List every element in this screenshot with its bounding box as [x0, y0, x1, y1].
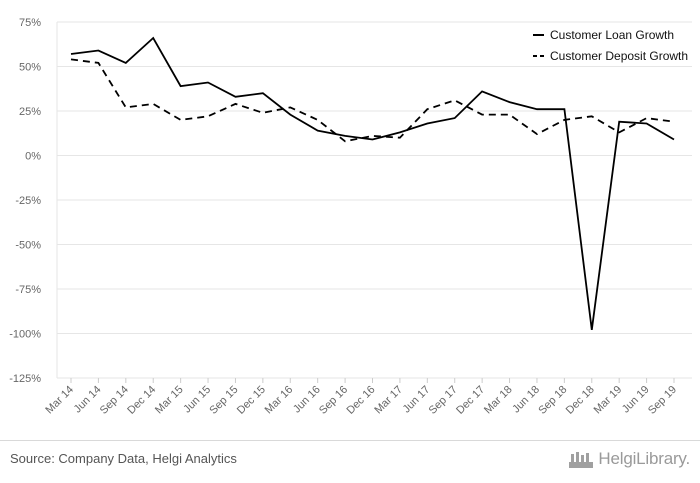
x-tick-label: Jun 17 — [401, 384, 433, 416]
x-tick-label: Jun 15 — [181, 384, 213, 416]
legend-label: Customer Deposit Growth — [550, 49, 688, 63]
y-tick-label: -75% — [15, 284, 41, 296]
y-tick-label: 0% — [25, 151, 41, 163]
x-tick-label: Sep 18 — [536, 384, 569, 417]
x-tick-label: Jun 14 — [72, 384, 104, 416]
x-tick-label: Jun 18 — [510, 384, 542, 416]
x-tick-label: Sep 16 — [317, 384, 350, 417]
y-tick-label: -100% — [9, 329, 41, 341]
grid-lines — [57, 21, 692, 379]
x-tick-label: Dec 14 — [125, 384, 158, 417]
y-tick-label: -50% — [15, 240, 41, 252]
x-tick-label: Sep 19 — [646, 384, 679, 417]
y-tick-label: 75% — [19, 17, 41, 29]
legend[interactable]: Customer Loan Growth Customer Deposit Gro… — [533, 28, 688, 63]
x-tick-label: Mar 18 — [482, 384, 515, 417]
y-axis: 75% 50% 25% 0% -25% -50% -75% -100% -125% — [9, 17, 58, 385]
customer-loan-growth-line — [70, 36, 675, 331]
customer-deposit-growth-line — [70, 58, 675, 143]
series-lines — [70, 36, 675, 331]
y-tick-label: 25% — [19, 106, 41, 118]
x-tick-label: Mar 16 — [263, 384, 296, 417]
x-tick-label: Dec 17 — [454, 384, 487, 417]
x-tick-label: Sep 15 — [207, 384, 240, 417]
brand-logo: HelgiLibrary. — [568, 448, 690, 470]
x-tick-label: Mar 17 — [372, 384, 405, 417]
x-tick-label: Jun 19 — [620, 384, 652, 416]
chart-area: 75% 50% 25% 0% -25% -50% -75% -100% -125% Mar 14… — [9, 17, 692, 417]
x-tick-label: Dec 18 — [564, 384, 597, 417]
library-icon — [569, 452, 594, 468]
x-tick-label: Mar 15 — [153, 384, 186, 417]
brand-name: HelgiLibrary. — [598, 449, 690, 468]
x-tick-label: Sep 17 — [427, 384, 460, 417]
legend-label: Customer Loan Growth — [550, 28, 674, 42]
x-tick-label: Sep 14 — [98, 384, 131, 417]
line-chart: 75% 50% 25% 0% -25% -50% -75% -100% -125% Mar 14… — [9, 17, 692, 417]
x-tick-label: Dec 16 — [344, 384, 377, 417]
x-tick-label: Jun 16 — [291, 384, 323, 416]
footer: Source: Company Data, Helgi Analytics He… — [0, 440, 700, 483]
x-tick-label: Mar 14 — [43, 384, 76, 417]
x-tick-label: Dec 15 — [235, 384, 268, 417]
x-tick-label: Mar 19 — [592, 384, 625, 417]
y-tick-label: -25% — [15, 195, 41, 207]
source-note: Source: Company Data, Helgi Analytics — [10, 451, 237, 466]
y-tick-label: 50% — [19, 62, 41, 74]
y-tick-label: -125% — [9, 373, 41, 385]
